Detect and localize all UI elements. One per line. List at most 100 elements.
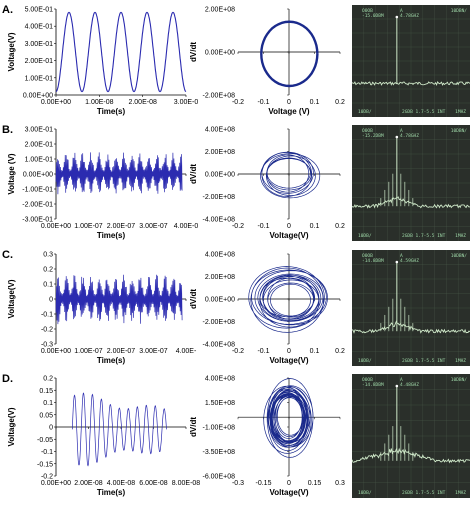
y-tick-label: -1.00E+08	[203, 425, 236, 432]
y-tick-label: 3.00E-01	[25, 41, 54, 48]
x-tick-label: 0.1	[310, 348, 320, 355]
x-tick-label: 0	[287, 348, 291, 355]
scope-header-text: A	[400, 128, 403, 134]
y-tick-label: 0.1	[43, 400, 53, 407]
spectrum-trace	[351, 320, 471, 334]
scope-scale-text: 10DBN/	[451, 128, 468, 134]
voltage-trace	[55, 152, 183, 195]
y-axis-title: dV/dt	[189, 417, 198, 437]
y-tick-label: 2.00E+08	[205, 274, 235, 281]
y-tick-label: -6.00E+08	[203, 474, 236, 481]
y-tick-label: 0.2	[43, 376, 53, 383]
x-tick-label: 0.00E+00	[41, 223, 71, 230]
x-tick-label: 0.00E+00	[41, 348, 71, 355]
x-axis-title: Time(s)	[97, 356, 126, 365]
x-tick-label: -0.2	[232, 223, 244, 230]
y-tick-label: -0.2	[41, 327, 53, 334]
panel-label: A.	[2, 4, 13, 16]
panel-d: D. 0.2 0.15 0.1 0.05 0 -0.05 -0.1 -0.15 -0.20.00E…	[2, 373, 471, 498]
scope-marker-level: -15.2DBM	[362, 133, 384, 139]
y-tick-label: 0.15	[39, 388, 53, 395]
panel-c: C. 0.30.20.10-0.1-0.2-0.30.00E+00 1.00E-07…	[2, 249, 471, 366]
spectrum-analyzer-screen: ΟΘΟΒ-14.8DBM A4.48GHZ 10DBN/10DB/2GDB 1.7-…	[351, 374, 471, 498]
scope-header-text: A	[400, 377, 403, 383]
y-tick-label: -2.00E+08	[203, 319, 236, 326]
y-tick-label: 0.2	[43, 267, 53, 274]
scope-header-text: A	[400, 253, 403, 259]
y-tick-label: 0.00E+00	[205, 50, 235, 57]
panel-label: B.	[2, 124, 13, 136]
spectrum-analyzer-screen: ΟΘΟΒ-15.2DBM A4.78GHZ 10DBN/10DB/2GDB 1.7-…	[351, 125, 471, 241]
x-tick-label: 0.2	[335, 348, 345, 355]
y-axis-title: Voltage (V)	[7, 153, 16, 195]
y-tick-label: 4.00E+08	[205, 127, 235, 134]
x-tick-label: 0	[287, 99, 291, 106]
y-tick-label: -3.50E+08	[203, 449, 236, 456]
y-axis-title: dV/dt	[189, 289, 198, 309]
marker-dot	[395, 15, 399, 19]
y-tick-label: 4.00E+08	[205, 252, 235, 259]
x-axis-title: Time(s)	[97, 488, 126, 497]
y-tick-label: 0.00E+00	[23, 93, 53, 100]
scope-marker-freq: 4.78GHZ	[400, 13, 419, 19]
x-tick-label: -0.1	[257, 99, 269, 106]
x-tick-label: -0.1	[257, 348, 269, 355]
spectrum-analyzer-screen: ΟΘΟΒ-14.8DBM A4.59GHZ 10DBN/10DB/2GDB 1.7-…	[351, 250, 471, 366]
y-tick-label: -4.00E+08	[203, 217, 236, 224]
scope-footer-text: 1MHZ	[455, 358, 466, 364]
x-axis-title: Time(s)	[97, 107, 126, 116]
y-axis-title: Voltage(V)	[7, 407, 16, 446]
scope-scale-text: 10DBN/	[451, 253, 468, 259]
phase-trajectory	[260, 20, 319, 88]
x-tick-label: 4.00E-0	[174, 223, 199, 230]
y-tick-label: -3.00E-01	[22, 217, 53, 224]
voltage-trace	[55, 274, 183, 325]
marker-dot	[395, 384, 399, 388]
y-tick-label: -0.1	[41, 312, 53, 319]
scope-scale-text: 10DBN/	[451, 8, 468, 14]
scope-footer-text: 2GDB 1.7-5.5 INT	[402, 233, 446, 239]
spectrum-analyzer-screen: ΟΘΟΒ-15.0DBM A4.78GHZ 10DBN/10DB/2GDB 1.7-…	[351, 5, 471, 117]
scope-footer-text: 1MHZ	[455, 109, 466, 115]
x-tick-label: 0.15	[308, 480, 322, 487]
x-tick-label: 0.2	[335, 223, 345, 230]
panel-a: A. 5.00E-01 4.00E-01 3.00E-01 2.00E-01 1.00E-…	[2, 4, 471, 117]
y-tick-label: 1.00E-01	[25, 75, 54, 82]
y-tick-label: 1.50E+08	[205, 400, 235, 407]
spectrum-trace	[351, 196, 471, 209]
x-tick-label: 0.2	[335, 99, 345, 106]
x-axis-title: Time(s)	[97, 231, 126, 240]
time-series-plot: 3.00E-01 2.00E-01 1.00E-01 0.00E+00 -1.00E-0…	[7, 127, 198, 241]
y-tick-label: 2.00E+08	[205, 7, 235, 14]
spectrum-trace	[351, 80, 471, 86]
x-tick-label: 0.00E+00	[41, 99, 71, 106]
scope-footer-text: 10DB/	[358, 490, 372, 496]
x-tick-label: 8.00E-08	[172, 480, 201, 487]
x-tick-label: -0.3	[232, 480, 244, 487]
y-tick-label: 0.3	[43, 252, 53, 259]
marker-dot	[395, 135, 399, 139]
x-tick-label: 0.1	[310, 99, 320, 106]
x-tick-label: 2.00E-08	[128, 99, 157, 106]
scope-footer-text: 2GDB 1.7-5.5 INT	[402, 490, 446, 496]
x-tick-label: 2.00E-07	[107, 223, 136, 230]
scope-header-text: ΟΘΟΒ	[362, 253, 373, 259]
scope-footer-text: 10DB/	[358, 109, 372, 115]
spectrum-trace	[351, 447, 471, 464]
x-tick-label: 1.00E-08	[85, 99, 114, 106]
y-tick-label: -2.00E+08	[203, 194, 236, 201]
x-tick-label: -0.2	[232, 99, 244, 106]
y-tick-label: 4.00E+08	[205, 376, 235, 383]
time-series-plot: 0.3 0.2 0.1 0 -0.1 -0.2 -0.30.00E+00 1.00E-07 2.…	[7, 252, 197, 366]
y-tick-label: -2.00E+08	[203, 93, 236, 100]
y-tick-label: 4.00E-01	[25, 24, 54, 31]
scope-header-text: ΟΘΟΒ	[362, 128, 373, 134]
y-tick-label: 0.05	[39, 412, 53, 419]
y-tick-label: 0	[49, 297, 53, 304]
panel-b: B. 3.00E-01 2.00E-01 1.00E-01 0.00E+00 -1.00E…	[2, 124, 471, 241]
x-tick-label: 0	[287, 480, 291, 487]
panel-label: D.	[2, 373, 13, 385]
x-axis-title: Voltage(V)	[270, 356, 309, 365]
x-tick-label: 1.00E-07	[74, 223, 103, 230]
scope-marker-freq: 4.78GHZ	[400, 133, 419, 139]
